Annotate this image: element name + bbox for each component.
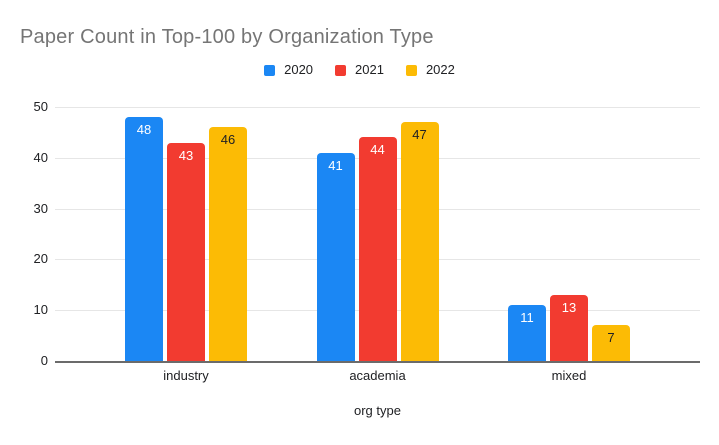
bar-group-academia: 41 44 47 — [316, 107, 439, 361]
legend-label-2022: 2022 — [425, 62, 455, 77]
x-axis-title: org type — [354, 403, 401, 418]
legend-swatch-2021 — [335, 64, 347, 76]
legend-item-2022: 2022 — [405, 62, 455, 78]
bar-mixed-2022: 7 — [592, 325, 630, 361]
bar-value-label: 48 — [136, 122, 152, 138]
x-category-label-mixed: mixed — [551, 368, 587, 383]
legend-item-2021: 2021 — [335, 62, 384, 78]
bar-value-label: 47 — [412, 127, 427, 143]
y-tick-label: 0 — [40, 353, 48, 368]
bar-group-industry: 48 43 46 — [125, 107, 247, 361]
x-category-label-industry: industry — [163, 368, 209, 383]
y-tick-label: 40 — [33, 149, 48, 165]
plot-area: 0 10 20 30 40 50 48 43 46 41 44 47 11 13 7 — [34, 99, 700, 368]
bar-academia-2020: 41 — [316, 152, 355, 361]
bar-value-label: 44 — [370, 142, 385, 158]
bar-group-mixed: 11 13 7 — [508, 107, 630, 361]
bar-mixed-2021: 13 — [550, 294, 588, 361]
legend: 2020 2021 2022 — [0, 61, 719, 79]
bar-mixed-2020: 11 — [508, 305, 546, 361]
legend-swatch-2020 — [264, 64, 276, 76]
bar-value-label: 41 — [328, 157, 343, 173]
legend-label-2021: 2021 — [355, 62, 384, 77]
bar-value-label: 13 — [561, 299, 577, 315]
legend-swatch-2022 — [405, 64, 417, 76]
legend-label-2020: 2020 — [284, 62, 314, 77]
y-tick-label: 30 — [33, 200, 48, 216]
bar-value-label: 7 — [607, 330, 615, 346]
y-tick-label: 50 — [33, 99, 48, 114]
y-tick-label: 20 — [33, 251, 48, 267]
bar-industry-2022: 46 — [209, 127, 247, 361]
bar-value-label: 11 — [520, 310, 534, 326]
y-tick-label: 10 — [33, 302, 48, 318]
bar-value-label: 43 — [178, 147, 194, 163]
bar-industry-2021: 43 — [167, 142, 205, 361]
legend-item-2020: 2020 — [264, 62, 313, 78]
gridline-50 — [55, 107, 700, 108]
chart-title: Paper Count in Top-100 by Organization T… — [20, 26, 434, 48]
bar-industry-2020: 48 — [125, 117, 163, 361]
bar-academia-2021: 44 — [358, 137, 397, 361]
x-category-label-academia: academia — [349, 368, 406, 383]
bar-academia-2022: 47 — [400, 122, 439, 361]
bar-value-label: 46 — [220, 132, 236, 148]
